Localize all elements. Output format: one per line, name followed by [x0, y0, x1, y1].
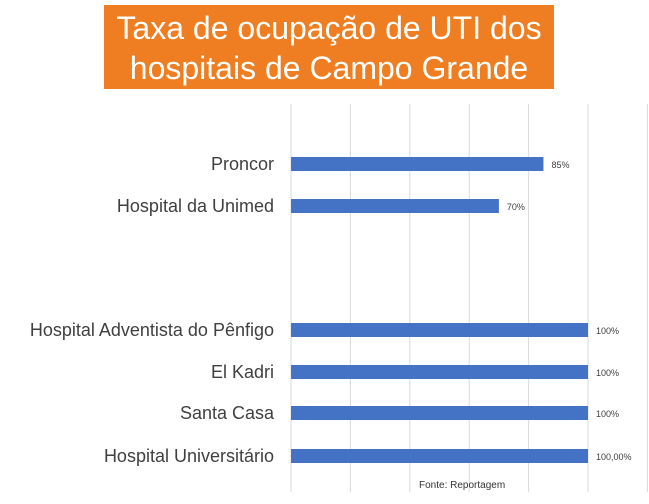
bar — [291, 199, 499, 213]
data-label: 100% — [596, 368, 619, 378]
bar — [291, 157, 544, 171]
bar — [291, 365, 588, 379]
data-label: 100% — [596, 409, 619, 419]
bar — [291, 406, 588, 420]
bars — [291, 157, 588, 463]
category-label: Proncor — [211, 154, 274, 174]
bar — [291, 449, 588, 463]
data-label: 85% — [551, 160, 569, 170]
bar — [291, 323, 588, 337]
source-note: Fonte: Reportagem — [419, 480, 506, 491]
data-label: 100,00% — [596, 452, 632, 462]
category-labels: Proncor Hospital da Unimed Hospital Advent… — [30, 154, 275, 466]
chart-title-line-1: Taxa de ocupação de UTI dos — [116, 10, 542, 46]
data-labels: 85% 70% 100% 100% 100% 100,00% — [507, 160, 632, 462]
category-label: Santa Casa — [180, 403, 275, 423]
chart-title: Taxa de ocupação de UTI dos hospitais de… — [104, 5, 554, 89]
category-label: Hospital Adventista do Pênfigo — [30, 320, 274, 340]
data-label: 70% — [507, 202, 525, 212]
data-label: 100% — [596, 326, 619, 336]
category-label: El Kadri — [211, 362, 274, 382]
chart-title-line-2: hospitais de Campo Grande — [129, 50, 529, 86]
category-label: Hospital Universitário — [104, 446, 274, 466]
category-label: Hospital da Unimed — [117, 196, 274, 216]
